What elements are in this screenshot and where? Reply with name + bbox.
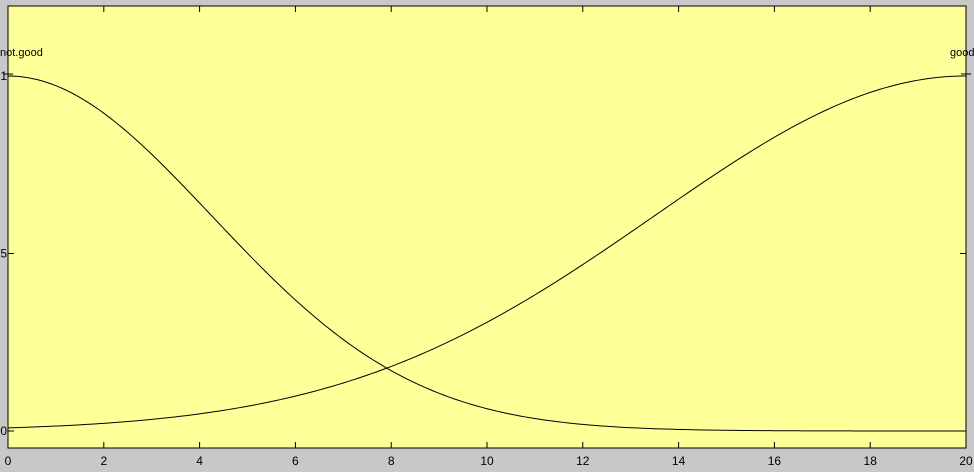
x-tick-label: 18 [864, 454, 878, 468]
x-tick-label: 10 [480, 454, 494, 468]
series-line-not-good [7, 75, 966, 432]
ticks: 0 2 4 6 8 10 12 14 16 18 20 0 0.5 1 [0, 6, 973, 468]
x-tick-label: 6 [292, 454, 299, 468]
y-tick-label: 1 [0, 69, 7, 83]
series-label-good: good [950, 47, 974, 59]
x-tick-label: 16 [768, 454, 782, 468]
y-tick-label: 0 [0, 424, 7, 438]
x-tick-label: 14 [672, 454, 686, 468]
x-tick-label: 20 [959, 454, 973, 468]
x-tick-label: 2 [100, 454, 107, 468]
x-tick-label: 8 [388, 454, 395, 468]
x-tick-label: 4 [196, 454, 203, 468]
x-tick-label: 0 [5, 454, 12, 468]
series-line-good [7, 75, 967, 429]
x-tick-label: 12 [576, 454, 590, 468]
series-label-not-good: not.good [0, 47, 43, 59]
plot-area [7, 5, 967, 449]
series [7, 75, 967, 432]
labels: not.good good [0, 47, 974, 75]
y-tick-label: 0.5 [0, 247, 7, 261]
